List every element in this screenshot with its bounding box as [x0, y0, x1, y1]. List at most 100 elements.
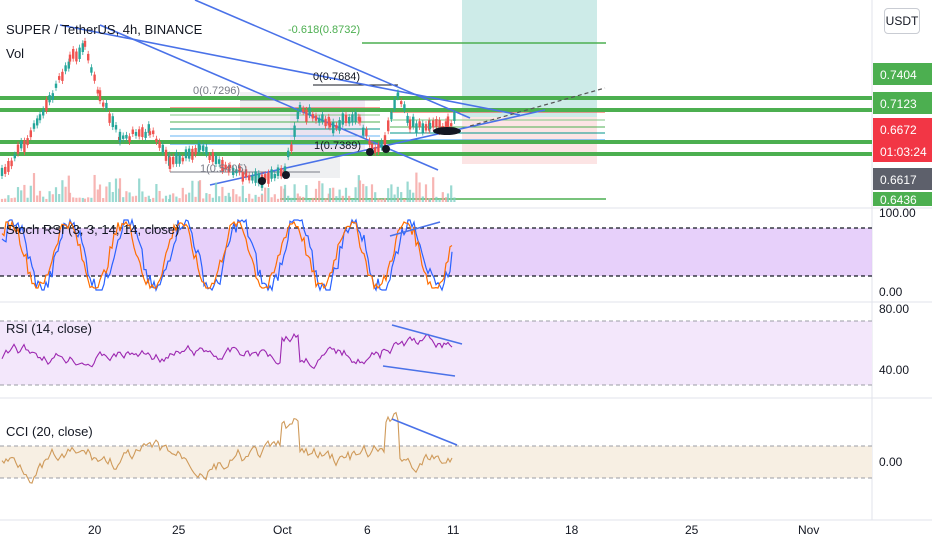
candle-body — [90, 67, 93, 73]
candle-body — [188, 148, 191, 159]
rsi-divergence-bottom[interactable] — [382, 365, 456, 377]
projection-line[interactable] — [469, 87, 606, 127]
svg-text:0.7404: 0.7404 — [880, 68, 917, 82]
fib-label-zero-right: 0(0.7684) — [313, 71, 360, 83]
candle-body — [276, 167, 280, 176]
volume-bar — [424, 184, 428, 202]
candle-body — [7, 160, 10, 172]
candle-body — [270, 169, 273, 179]
currency-button[interactable]: USDT — [884, 8, 920, 34]
volume-bar — [178, 198, 181, 202]
volume-bar — [387, 188, 390, 202]
volume-bar — [244, 198, 248, 202]
volume-bar — [147, 195, 150, 202]
candle-body — [365, 129, 368, 136]
candle-body — [128, 136, 131, 142]
volume-bar — [118, 178, 122, 202]
volume-bar — [321, 183, 324, 202]
time-label-3: 6 — [364, 523, 371, 537]
volume-bar — [393, 194, 396, 202]
candle-body — [362, 127, 365, 136]
candle-body — [191, 148, 194, 160]
volume-bar — [191, 180, 194, 202]
volume-bar — [161, 198, 164, 202]
candle-body — [377, 144, 380, 153]
rsi-divergence-top[interactable] — [391, 324, 463, 345]
candle-body — [227, 165, 230, 173]
volume-bar — [276, 198, 280, 202]
candle-body — [374, 147, 377, 153]
volume-bar — [446, 193, 450, 202]
volume-bar — [108, 182, 111, 202]
volume-bar — [144, 196, 147, 202]
candle-body — [418, 121, 421, 127]
candle-body — [105, 102, 108, 109]
candle-body — [68, 54, 72, 62]
volume-bar — [365, 186, 368, 202]
volume-bar — [54, 187, 58, 202]
candle-body — [147, 124, 150, 133]
candle-body — [273, 174, 276, 179]
candle-body — [181, 157, 184, 162]
cci-title[interactable]: CCI (20, close) — [6, 424, 93, 439]
volume-bar — [341, 195, 344, 202]
candle-body — [131, 129, 134, 134]
volume-bar — [453, 197, 456, 202]
candle-body — [241, 172, 244, 182]
candle-body — [48, 95, 51, 103]
volume-bar — [188, 192, 191, 202]
candle-body — [16, 144, 20, 154]
candle-body — [354, 112, 357, 122]
volume-bar — [98, 184, 102, 202]
price-badge-0 — [873, 63, 932, 85]
volume-bar — [264, 187, 267, 202]
volume-bar — [232, 189, 235, 202]
candle-body — [308, 107, 311, 116]
symbol-title[interactable]: SUPER / TetherUS, 4h, BINANCE — [6, 22, 203, 37]
volume-bar — [287, 195, 290, 202]
volume-bar — [428, 198, 432, 202]
cci-divergence[interactable] — [391, 418, 458, 446]
volume-bar — [383, 198, 387, 202]
stoch-divergence[interactable] — [389, 221, 441, 237]
candle-body — [338, 120, 341, 131]
svg-text:0.7123: 0.7123 — [880, 97, 917, 111]
candle-body — [218, 159, 221, 164]
candle-body — [244, 169, 248, 178]
volume-bar — [311, 197, 314, 202]
candle-body — [114, 125, 118, 130]
candle-body — [403, 104, 406, 111]
volume-bar — [128, 192, 131, 202]
candle-body — [111, 116, 114, 128]
candle-body — [450, 123, 453, 127]
volume-bar — [354, 187, 357, 202]
candle-body — [36, 118, 39, 126]
volume-bar — [26, 197, 29, 202]
volume-bar — [224, 195, 227, 202]
candle-body — [20, 140, 23, 149]
volume-bar — [7, 195, 10, 202]
volume-bar — [396, 186, 399, 202]
volume-bar — [314, 188, 318, 202]
candle-body — [221, 159, 224, 172]
volume-bar — [67, 175, 70, 202]
volume-bar — [181, 187, 184, 202]
price-axis[interactable]: 0.7404 0.7123 0.6672 01:03:24 0.6617 0.6… — [873, 63, 932, 207]
volume-bar — [267, 187, 270, 202]
volume-bar — [298, 196, 302, 202]
candle-body — [318, 117, 321, 123]
candle-body — [314, 115, 318, 121]
stoch-title[interactable]: Stoch RSI (3, 3, 14, 14, close) — [6, 222, 179, 237]
volume-bar — [238, 196, 241, 202]
candle-body — [178, 155, 181, 164]
candle-body — [335, 125, 338, 129]
volume-bars — [0, 172, 456, 202]
candle-body — [393, 99, 396, 109]
rsi-title[interactable]: RSI (14, close) — [6, 321, 92, 336]
candle-body — [383, 135, 387, 144]
candle-body — [327, 116, 330, 126]
candle-body — [267, 172, 270, 184]
candle-body — [138, 129, 141, 137]
time-axis[interactable]: 20 25 Oct 6 11 18 25 Nov — [88, 523, 819, 537]
